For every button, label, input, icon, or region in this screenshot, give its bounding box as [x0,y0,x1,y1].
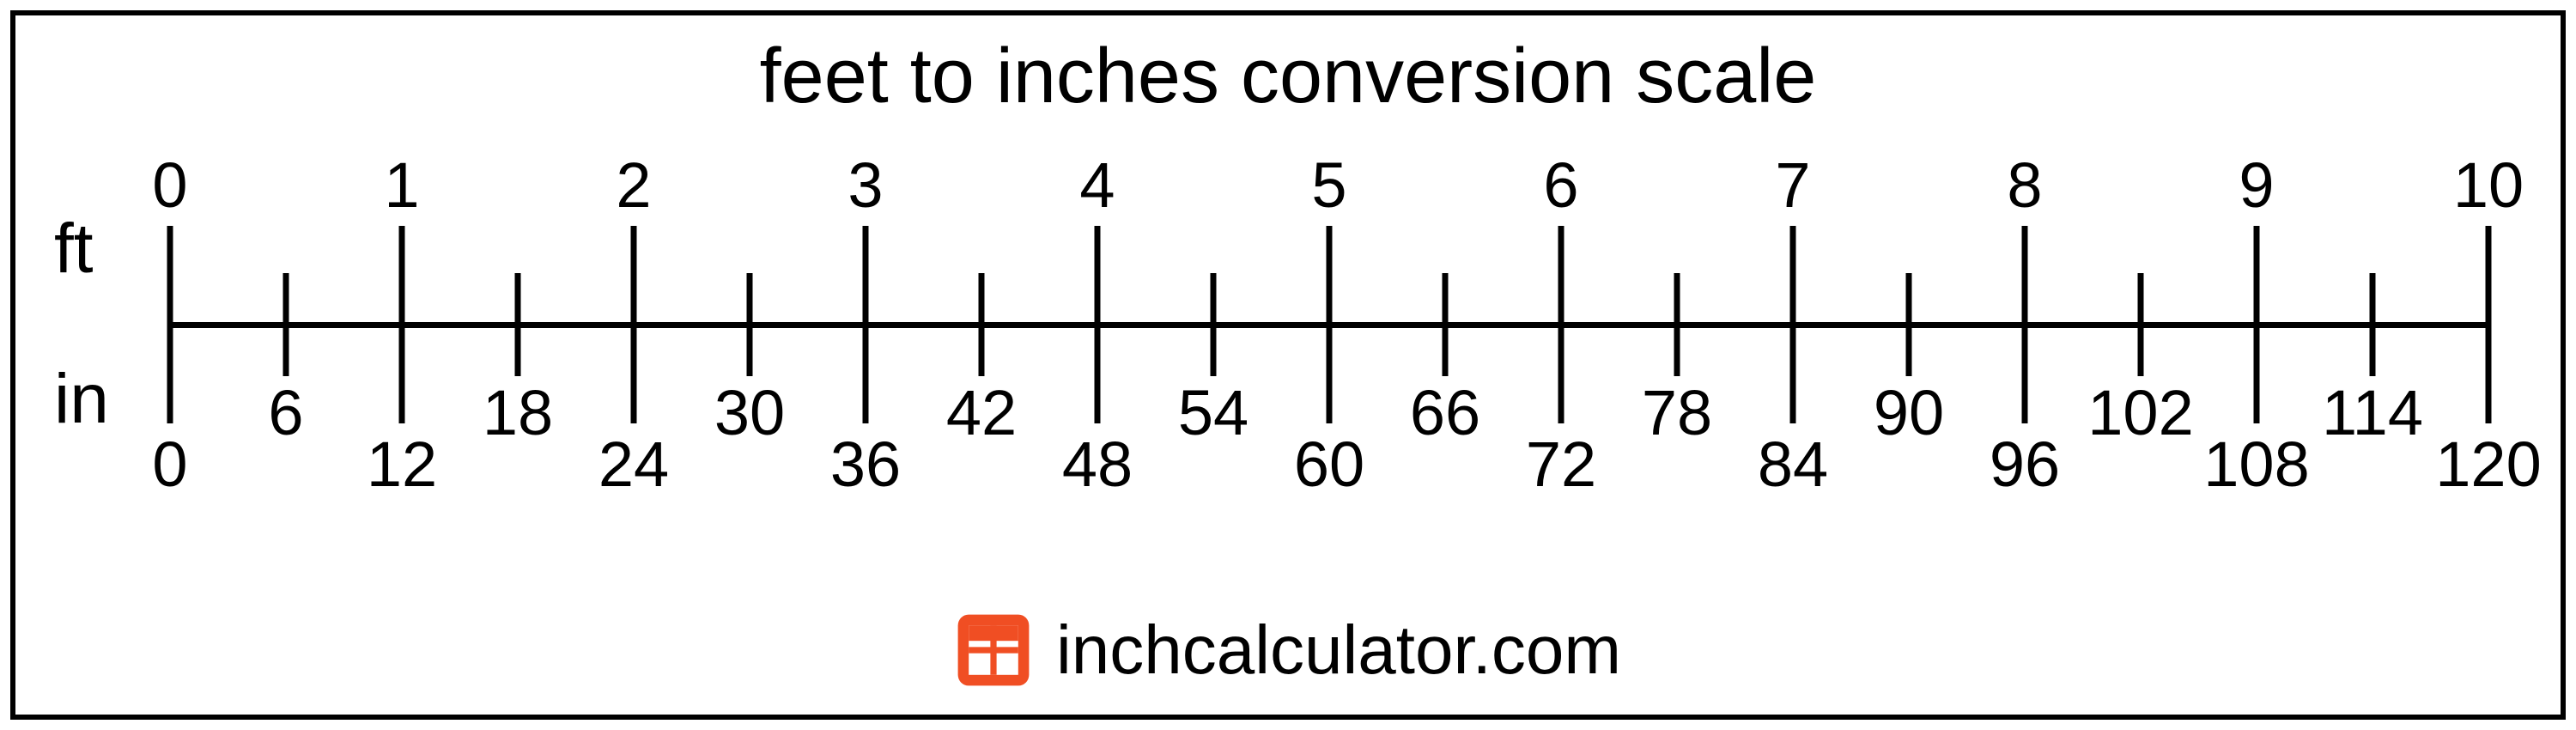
inches-label: 6 [268,376,303,449]
tick-top [1906,273,1912,325]
tick-top [631,226,637,325]
inches-label: 114 [2322,376,2423,449]
tick-top [979,273,985,325]
tick-bottom [1327,325,1333,423]
tick-top [1443,273,1449,325]
inches-label: 108 [2203,428,2309,501]
inches-label: 36 [830,428,901,501]
tick-bottom [631,325,637,423]
tick-top [863,226,869,325]
tick-top [2486,226,2492,325]
inches-label: 54 [1178,376,1249,449]
tick-bottom [1558,325,1564,423]
footer-text: inchcalculator.com [1056,611,1621,690]
feet-label: 8 [2007,149,2042,222]
tick-bottom [2486,325,2492,423]
feet-label: 9 [2239,149,2274,222]
tick-top [167,226,173,325]
chart-title: feet to inches conversion scale [15,33,2561,121]
tick-bottom [515,325,521,376]
inches-label: 120 [2435,428,2541,501]
tick-top [1558,226,1564,325]
feet-label: 1 [384,149,419,222]
inches-label: 18 [483,376,553,449]
tick-top [2138,273,2144,325]
tick-top [1095,226,1101,325]
tick-bottom [979,325,985,376]
tick-top [2022,226,2028,325]
feet-label: 0 [152,149,187,222]
tick-top [515,273,521,325]
tick-bottom [283,325,289,376]
inches-label: 96 [1990,428,2060,501]
inches-label: 30 [714,376,785,449]
tick-top [1790,226,1796,325]
tick-bottom [1790,325,1796,423]
outer-frame: feet to inches conversion scale ft in 0 0… [10,10,2566,720]
calculator-icon [955,611,1032,689]
inches-label: 84 [1758,428,1828,501]
tick-bottom [1906,325,1912,376]
footer: inchcalculator.com [15,611,2561,693]
inches-label: 102 [2087,376,2193,449]
feet-label: 7 [1775,149,1810,222]
unit-label-inches: in [54,359,109,440]
feet-label: 5 [1311,149,1346,222]
tick-bottom [2022,325,2028,423]
tick-bottom [863,325,869,423]
tick-bottom [747,325,753,376]
tick-top [2370,273,2376,325]
tick-top [1211,273,1217,325]
inches-label: 0 [152,428,187,501]
tick-top [2254,226,2260,325]
tick-bottom [1211,325,1217,376]
inches-label: 24 [598,428,669,501]
tick-top [283,273,289,325]
inches-label: 66 [1410,376,1480,449]
tick-bottom [167,325,173,423]
inches-label: 42 [946,376,1017,449]
feet-label: 3 [848,149,883,222]
tick-bottom [399,325,405,423]
tick-bottom [1443,325,1449,376]
tick-top [399,226,405,325]
tick-top [747,273,753,325]
inches-label: 12 [367,428,437,501]
unit-label-feet: ft [54,209,94,289]
tick-bottom [2370,325,2376,376]
tick-bottom [1095,325,1101,423]
inches-label: 48 [1062,428,1133,501]
inches-label: 78 [1642,376,1712,449]
tick-bottom [1674,325,1680,376]
feet-label: 2 [616,149,651,222]
feet-label: 4 [1079,149,1115,222]
inches-label: 72 [1526,428,1596,501]
inches-label: 60 [1294,428,1364,501]
inches-label: 90 [1874,376,1944,449]
tick-top [1674,273,1680,325]
feet-label: 10 [2453,149,2524,222]
tick-bottom [2254,325,2260,423]
tick-top [1327,226,1333,325]
tick-bottom [2138,325,2144,376]
feet-label: 6 [1543,149,1578,222]
